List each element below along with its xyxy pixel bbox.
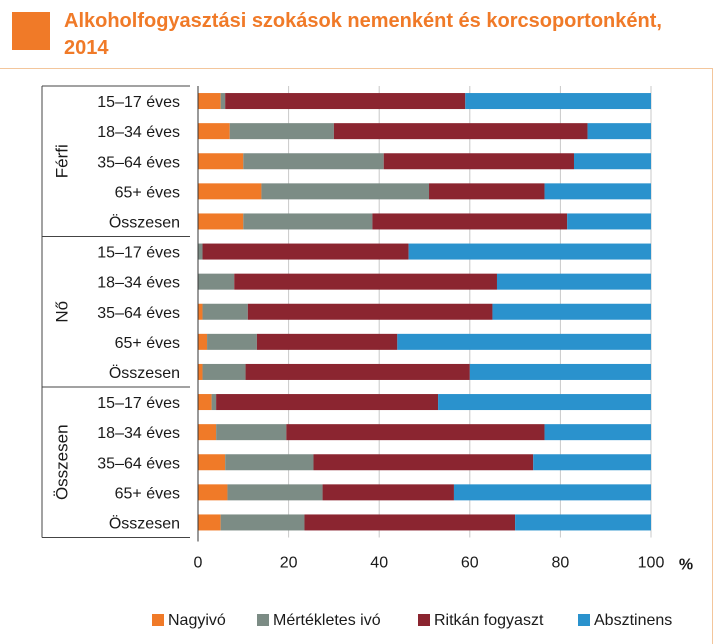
bar-segment [243, 153, 384, 170]
legend-label: Mértékletes ivó [273, 612, 381, 629]
category-label: Összesen [109, 514, 180, 532]
x-tick-label: 20 [280, 555, 298, 572]
bar-segment [198, 363, 203, 380]
category-label: 65+ éves [115, 335, 180, 352]
x-tick-label: 0 [194, 555, 203, 572]
title-color-square [12, 12, 50, 50]
bar-segment [216, 424, 287, 441]
bar-segment [256, 333, 398, 350]
bar-segment [211, 394, 217, 411]
bar-segment [567, 213, 651, 230]
bar-segment [492, 303, 651, 320]
legend-swatch [152, 614, 164, 626]
bar-segment [198, 394, 212, 411]
category-label: Összesen [109, 364, 180, 382]
legend-swatch [418, 614, 430, 626]
group-label: Összesen [52, 424, 71, 500]
bar-segment [198, 123, 230, 140]
bar-segment [243, 213, 373, 230]
category-label: 35–64 éves [97, 154, 180, 171]
bar-segment [469, 363, 651, 380]
bar-segment [198, 273, 235, 290]
bar-segment [465, 93, 651, 110]
bar-segment [397, 333, 651, 350]
category-label: 35–64 éves [97, 455, 180, 472]
legend-swatch [578, 614, 590, 626]
bar-segment [333, 123, 588, 140]
bar-segment [202, 363, 246, 380]
group-label: Férfi [52, 144, 71, 178]
bar-segment [383, 153, 574, 170]
bar-segment [198, 153, 244, 170]
x-tick-label: 40 [370, 555, 388, 572]
bar-segment [587, 123, 651, 140]
category-label: 15–17 éves [97, 395, 180, 412]
category-label: 15–17 éves [97, 245, 180, 262]
group-label: Nő [52, 301, 71, 323]
x-tick-label: 100 [638, 555, 665, 572]
bar-segment [220, 514, 305, 531]
x-axis-unit: % [679, 557, 693, 574]
category-label: 15–17 éves [97, 94, 180, 111]
bar-segment [216, 394, 439, 411]
legend-swatch [257, 614, 269, 626]
bar-segment [198, 183, 262, 200]
bar-segment [322, 484, 454, 501]
bar-segment [304, 514, 516, 531]
bar-segment [225, 93, 466, 110]
bar-segment [202, 243, 409, 260]
bar-segment [261, 183, 430, 200]
bar-segment [573, 153, 651, 170]
bar-segment [533, 454, 651, 471]
bar-segment [220, 93, 226, 110]
legend-label: Nagyivó [168, 612, 226, 629]
bar-segment [225, 454, 314, 471]
bar-segment [227, 484, 323, 501]
bar-segment [515, 514, 651, 531]
category-label: 18–34 éves [97, 124, 180, 141]
bar-segment [496, 273, 651, 290]
bar-segment [247, 303, 493, 320]
category-label: 18–34 éves [97, 425, 180, 442]
bar-segment [198, 484, 228, 501]
bar-segment [438, 394, 651, 411]
legend-label: Absztinens [594, 612, 672, 629]
category-label: 18–34 éves [97, 275, 180, 292]
bar-segment [198, 213, 244, 230]
bar-segment [229, 123, 334, 140]
bar-segment [198, 454, 226, 471]
bar-segment [202, 303, 248, 320]
category-label: Összesen [109, 213, 180, 231]
x-tick-label: 80 [552, 555, 570, 572]
x-tick-label: 60 [461, 555, 479, 572]
category-label: 65+ éves [115, 485, 180, 502]
bar-segment [408, 243, 651, 260]
bar-segment [286, 424, 545, 441]
bar-segment [207, 333, 257, 350]
bar-segment [198, 303, 203, 320]
bar-segment [544, 183, 651, 200]
bar-segment [198, 333, 208, 350]
category-label: 35–64 éves [97, 305, 180, 322]
bar-segment [544, 424, 651, 441]
bar-segment [245, 363, 470, 380]
bar-segment [453, 484, 651, 501]
bar-segment [429, 183, 545, 200]
chart-title: Alkoholfogyasztási szokások nemenként és… [64, 10, 662, 59]
bar-segment [372, 213, 568, 230]
bar-segment [198, 93, 221, 110]
bar-segment [198, 514, 221, 531]
bar-segment [198, 424, 217, 441]
bar-segment [313, 454, 534, 471]
legend-label: Ritkán fogyaszt [434, 612, 544, 629]
bar-segment [198, 243, 203, 260]
bar-segment [234, 273, 497, 290]
category-label: 65+ éves [115, 184, 180, 201]
